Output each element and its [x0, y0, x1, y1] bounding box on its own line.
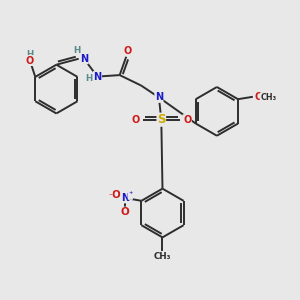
Text: S: S: [157, 113, 166, 126]
Text: O: O: [183, 115, 191, 125]
Text: O: O: [112, 190, 121, 200]
Text: O: O: [123, 46, 131, 56]
Text: CH₃: CH₃: [154, 252, 171, 261]
Text: CH₃: CH₃: [260, 93, 276, 102]
Text: H: H: [26, 50, 34, 59]
Text: O: O: [26, 56, 34, 65]
Text: ⁺: ⁺: [128, 190, 133, 200]
Text: N: N: [80, 54, 88, 64]
Text: ⁻: ⁻: [108, 191, 112, 200]
Text: N: N: [121, 193, 129, 203]
Text: O: O: [131, 115, 140, 125]
Text: O: O: [121, 207, 129, 217]
Text: O: O: [255, 92, 263, 102]
Text: H: H: [85, 74, 93, 82]
Text: N: N: [93, 72, 101, 82]
Text: N: N: [155, 92, 163, 102]
Text: H: H: [74, 46, 81, 55]
